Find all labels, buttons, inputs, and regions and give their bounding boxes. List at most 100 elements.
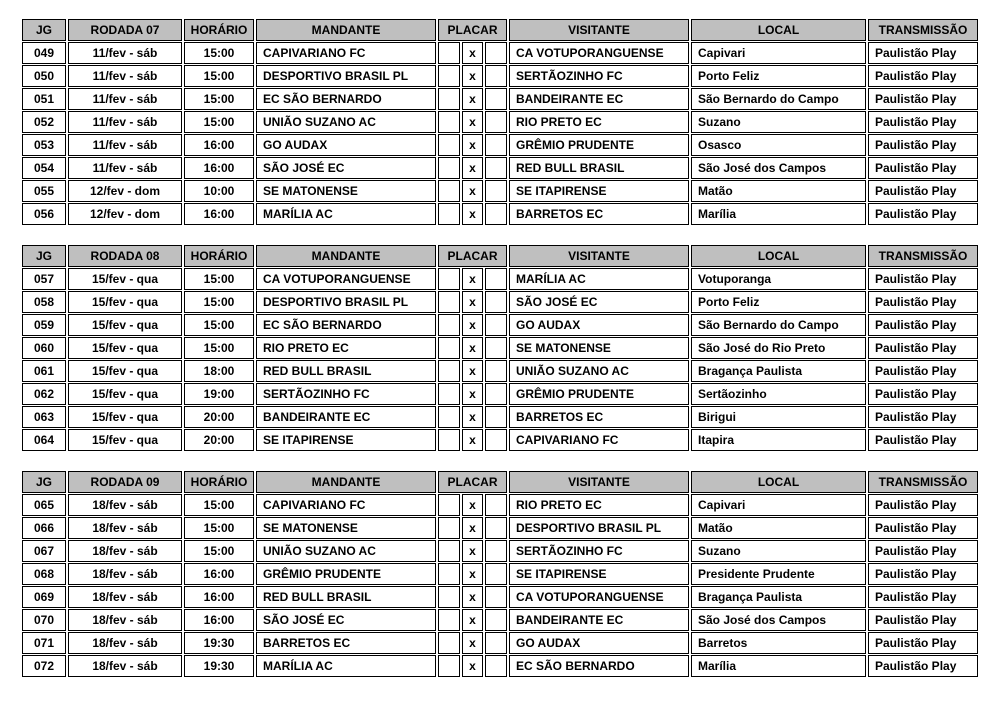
cell-away: GO AUDAX bbox=[509, 632, 689, 654]
cell-venue: Capivari bbox=[691, 494, 866, 516]
cell-score-away bbox=[485, 134, 507, 156]
cell-score-x: x bbox=[462, 291, 484, 313]
col-jg-header: JG bbox=[22, 245, 66, 267]
cell-score-away bbox=[485, 655, 507, 677]
match-row: 05715/fev - qua15:00CA VOTUPORANGUENSExM… bbox=[22, 268, 978, 290]
cell-away: EC SÃO BERNARDO bbox=[509, 655, 689, 677]
cell-jg: 069 bbox=[22, 586, 66, 608]
cell-time: 15:00 bbox=[184, 268, 254, 290]
cell-score-away bbox=[485, 42, 507, 64]
cell-score-away bbox=[485, 88, 507, 110]
cell-away: CA VOTUPORANGUENSE bbox=[509, 42, 689, 64]
cell-score-x: x bbox=[462, 337, 484, 359]
cell-jg: 063 bbox=[22, 406, 66, 428]
cell-tv: Paulistão Play bbox=[868, 383, 978, 405]
cell-tv: Paulistão Play bbox=[868, 540, 978, 562]
col-mandante-header: MANDANTE bbox=[256, 471, 436, 493]
cell-score-away bbox=[485, 494, 507, 516]
cell-home: CAPIVARIANO FC bbox=[256, 494, 436, 516]
cell-jg: 053 bbox=[22, 134, 66, 156]
match-row: 04911/fev - sáb15:00CAPIVARIANO FCxCA VO… bbox=[22, 42, 978, 64]
cell-score-x: x bbox=[462, 203, 484, 225]
match-row: 05612/fev - dom16:00MARÍLIA ACxBARRETOS … bbox=[22, 203, 978, 225]
col-rodada-header: RODADA 07 bbox=[68, 19, 182, 41]
cell-score-away bbox=[485, 406, 507, 428]
cell-tv: Paulistão Play bbox=[868, 406, 978, 428]
cell-jg: 056 bbox=[22, 203, 66, 225]
match-row: 05411/fev - sáb16:00SÃO JOSÉ ECxRED BULL… bbox=[22, 157, 978, 179]
cell-score-x: x bbox=[462, 88, 484, 110]
cell-jg: 057 bbox=[22, 268, 66, 290]
cell-home: SÃO JOSÉ EC bbox=[256, 157, 436, 179]
cell-away: GRÊMIO PRUDENTE bbox=[509, 134, 689, 156]
cell-time: 19:00 bbox=[184, 383, 254, 405]
cell-home: GO AUDAX bbox=[256, 134, 436, 156]
cell-jg: 049 bbox=[22, 42, 66, 64]
cell-time: 16:00 bbox=[184, 134, 254, 156]
cell-tv: Paulistão Play bbox=[868, 180, 978, 202]
cell-tv: Paulistão Play bbox=[868, 65, 978, 87]
cell-venue: São José do Rio Preto bbox=[691, 337, 866, 359]
cell-score-away bbox=[485, 337, 507, 359]
cell-score-home bbox=[438, 134, 460, 156]
cell-jg: 070 bbox=[22, 609, 66, 631]
cell-jg: 068 bbox=[22, 563, 66, 585]
cell-score-home bbox=[438, 314, 460, 336]
cell-score-x: x bbox=[462, 111, 484, 133]
cell-date: 15/fev - qua bbox=[68, 360, 182, 382]
cell-away: BARRETOS EC bbox=[509, 203, 689, 225]
cell-score-away bbox=[485, 632, 507, 654]
cell-time: 15:00 bbox=[184, 291, 254, 313]
cell-score-home bbox=[438, 291, 460, 313]
cell-away: UNIÃO SUZANO AC bbox=[509, 360, 689, 382]
cell-home: BANDEIRANTE EC bbox=[256, 406, 436, 428]
cell-score-away bbox=[485, 383, 507, 405]
cell-jg: 058 bbox=[22, 291, 66, 313]
match-row: 06618/fev - sáb15:00SE MATONENSExDESPORT… bbox=[22, 517, 978, 539]
cell-away: CAPIVARIANO FC bbox=[509, 429, 689, 451]
cell-time: 15:00 bbox=[184, 88, 254, 110]
cell-score-away bbox=[485, 291, 507, 313]
match-row: 05211/fev - sáb15:00UNIÃO SUZANO ACxRIO … bbox=[22, 111, 978, 133]
cell-away: SERTÃOZINHO FC bbox=[509, 540, 689, 562]
cell-home: EC SÃO BERNARDO bbox=[256, 88, 436, 110]
cell-date: 12/fev - dom bbox=[68, 203, 182, 225]
cell-home: DESPORTIVO BRASIL PL bbox=[256, 65, 436, 87]
cell-score-home bbox=[438, 406, 460, 428]
cell-time: 20:00 bbox=[184, 406, 254, 428]
cell-score-away bbox=[485, 268, 507, 290]
cell-score-away bbox=[485, 203, 507, 225]
match-row: 07118/fev - sáb19:30BARRETOS ECxGO AUDAX… bbox=[22, 632, 978, 654]
cell-venue: Marília bbox=[691, 203, 866, 225]
cell-venue: Bragança Paulista bbox=[691, 586, 866, 608]
cell-time: 16:00 bbox=[184, 563, 254, 585]
cell-time: 15:00 bbox=[184, 337, 254, 359]
match-row: 06918/fev - sáb16:00RED BULL BRASILxCA V… bbox=[22, 586, 978, 608]
col-local-header: LOCAL bbox=[691, 245, 866, 267]
cell-tv: Paulistão Play bbox=[868, 655, 978, 677]
cell-time: 15:00 bbox=[184, 65, 254, 87]
cell-jg: 071 bbox=[22, 632, 66, 654]
cell-home: SE MATONENSE bbox=[256, 517, 436, 539]
match-row: 07218/fev - sáb19:30MARÍLIA ACxEC SÃO BE… bbox=[22, 655, 978, 677]
cell-date: 18/fev - sáb bbox=[68, 632, 182, 654]
cell-away: DESPORTIVO BRASIL PL bbox=[509, 517, 689, 539]
cell-date: 11/fev - sáb bbox=[68, 88, 182, 110]
cell-score-x: x bbox=[462, 632, 484, 654]
cell-tv: Paulistão Play bbox=[868, 268, 978, 290]
cell-score-away bbox=[485, 157, 507, 179]
table-header-row: JGRODADA 08HORÁRIOMANDANTEPLACARVISITANT… bbox=[22, 245, 978, 267]
cell-score-home bbox=[438, 609, 460, 631]
cell-home: MARÍLIA AC bbox=[256, 655, 436, 677]
cell-date: 18/fev - sáb bbox=[68, 517, 182, 539]
cell-jg: 050 bbox=[22, 65, 66, 87]
cell-score-home bbox=[438, 180, 460, 202]
cell-date: 18/fev - sáb bbox=[68, 540, 182, 562]
cell-jg: 052 bbox=[22, 111, 66, 133]
cell-home: CA VOTUPORANGUENSE bbox=[256, 268, 436, 290]
cell-score-x: x bbox=[462, 609, 484, 631]
cell-time: 15:00 bbox=[184, 314, 254, 336]
col-transmissao-header: TRANSMISSÃO bbox=[868, 245, 978, 267]
cell-score-x: x bbox=[462, 563, 484, 585]
cell-tv: Paulistão Play bbox=[868, 609, 978, 631]
